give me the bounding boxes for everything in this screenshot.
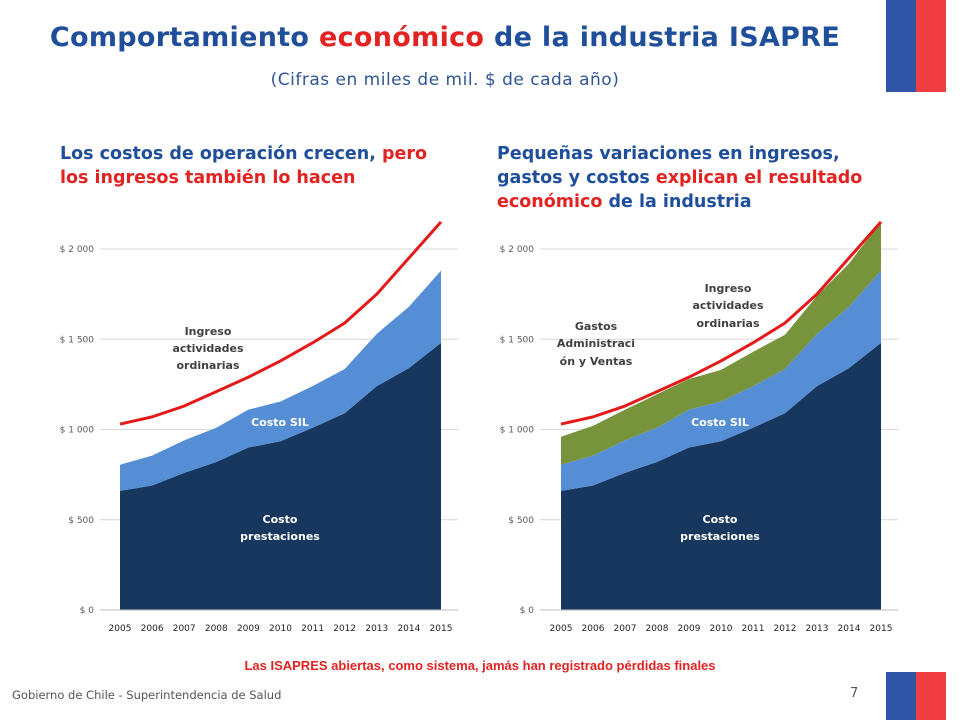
x-tick-label: 2009	[678, 624, 701, 634]
x-tick-label: 2009	[237, 624, 260, 634]
left-area-chart: $ 0 $ 500 $ 1 000 $ 1 500 $ 2 000 2005 2006 200…	[60, 220, 458, 634]
page-subtitle: (Cifras en miles de mil. $ de cada año)	[270, 70, 620, 90]
x-tick-label: 2012	[774, 624, 797, 634]
right-heading-post: de la industria	[602, 192, 752, 212]
x-tick-label: 2015	[430, 624, 453, 634]
x-tick-label: 2005	[550, 624, 573, 634]
flag-red-stripe	[916, 0, 946, 92]
series-label: Costo	[703, 513, 738, 526]
title-post: de la industria ISAPRE	[484, 22, 841, 53]
x-tick-label: 2013	[365, 624, 388, 634]
flag-blue-stripe	[886, 672, 916, 720]
footer-text: Gobierno de Chile - Superintendencia de …	[12, 688, 282, 702]
y-tick-label: $ 1 000	[60, 426, 95, 436]
series-label: Gastos	[575, 320, 618, 333]
x-tick-label: 2006	[141, 624, 164, 634]
x-tick-label: 2013	[806, 624, 829, 634]
y-tick-label: $ 0	[80, 606, 95, 616]
series-label: prestaciones	[680, 530, 760, 543]
line-series-ingreso	[560, 220, 883, 426]
right-area-chart: $ 0 $ 500 $ 1 000 $ 1 500 $ 2 000 2005 2006 200…	[500, 220, 898, 634]
x-tick-label: 2012	[333, 624, 356, 634]
area-series-costo-sil	[120, 270, 441, 491]
x-tick-label: 2007	[173, 624, 196, 634]
y-tick-label: $ 500	[508, 516, 534, 526]
line-series-ingreso	[119, 220, 443, 426]
series-label: ordinarias	[176, 359, 239, 372]
y-tick-label: $ 1 000	[500, 426, 535, 436]
x-tick-label: 2005	[109, 624, 132, 634]
x-tick-label: 2014	[397, 624, 420, 634]
series-label: ordinarias	[696, 317, 759, 330]
series-label: actividades	[692, 299, 764, 312]
x-tick-label: 2011	[742, 624, 765, 634]
area-series-gastos-administracion-y-ventas	[561, 221, 881, 465]
flag-red-stripe	[916, 672, 946, 720]
x-tick-label: 2015	[870, 624, 893, 634]
series-label: Costo SIL	[691, 416, 749, 429]
chile-flag-decoration-bottom	[886, 672, 946, 720]
area-series-costo-prestaciones	[561, 342, 881, 610]
series-label: Ingreso	[185, 325, 232, 338]
right-heading-pre: Pequeñas variaciones en ingresos, gastos…	[497, 144, 840, 188]
y-tick-label: $ 2 000	[60, 245, 95, 255]
page-number: 7	[850, 686, 859, 701]
x-tick-label: 2010	[269, 624, 292, 634]
x-tick-label: 2006	[582, 624, 605, 634]
y-tick-label: $ 0	[520, 606, 535, 616]
y-tick-label: $ 500	[68, 516, 94, 526]
page-title: Comportamiento económico de la industria…	[0, 22, 890, 53]
series-label: Administraci	[557, 337, 635, 350]
series-label: prestaciones	[240, 530, 320, 543]
chile-flag-decoration-top	[886, 0, 946, 92]
left-heading-highlight: pero los ingresos también lo hacen	[60, 144, 428, 188]
series-label: actividades	[172, 342, 244, 355]
x-tick-label: 2010	[710, 624, 733, 634]
series-label: Ingreso	[705, 282, 752, 295]
series-label: Costo SIL	[251, 416, 309, 429]
y-tick-label: $ 1 500	[60, 335, 95, 345]
area-series-costo-prestaciones	[120, 342, 441, 610]
x-tick-label: 2008	[646, 624, 669, 634]
left-chart-heading: Los costos de operación crecen, pero los…	[60, 142, 460, 190]
x-tick-label: 2014	[838, 624, 861, 634]
left-heading-pre: Los costos de operación crecen,	[60, 144, 382, 164]
title-highlight: económico	[319, 22, 485, 53]
title-pre: Comportamiento	[49, 22, 319, 53]
x-tick-label: 2008	[205, 624, 228, 634]
area-series-costo-sil	[561, 270, 881, 491]
x-tick-label: 2007	[614, 624, 637, 634]
right-heading-highlight: explican el resultado económico	[497, 168, 863, 212]
series-label: Costo	[263, 513, 298, 526]
y-tick-label: $ 2 000	[500, 245, 535, 255]
y-tick-label: $ 1 500	[500, 335, 535, 345]
footnote-highlight: Las ISAPRES abiertas, como sistema, jamá…	[244, 658, 716, 673]
flag-blue-stripe	[886, 0, 916, 92]
x-tick-label: 2011	[301, 624, 324, 634]
series-label: ón y Ventas	[560, 355, 633, 368]
right-chart-heading: Pequeñas variaciones en ingresos, gastos…	[497, 142, 907, 214]
